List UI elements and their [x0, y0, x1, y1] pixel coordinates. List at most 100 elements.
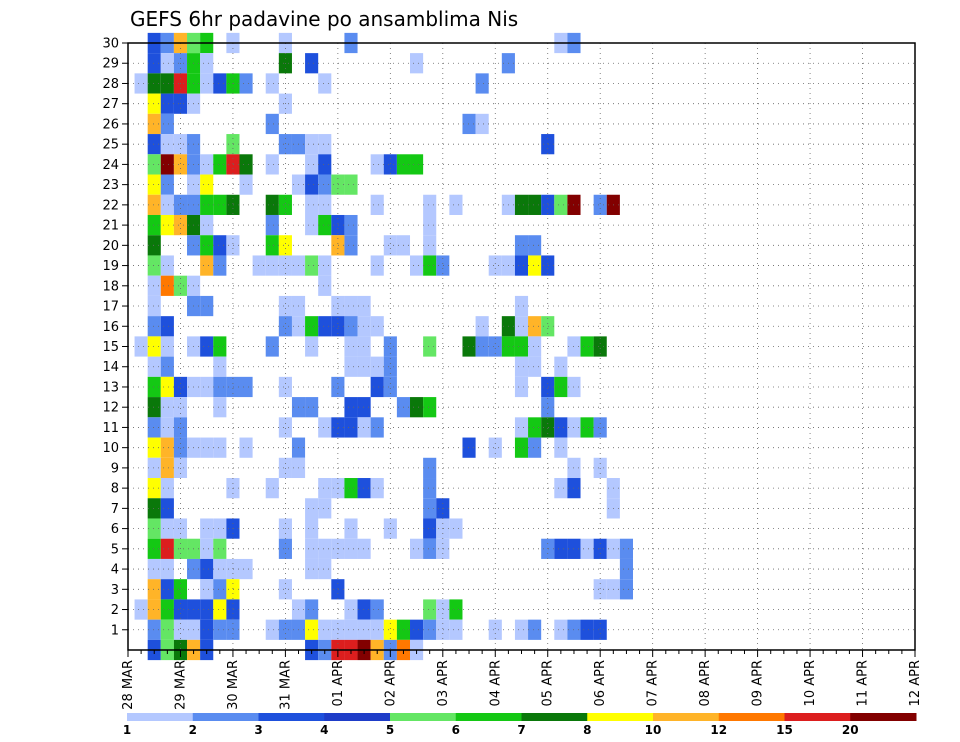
- heatmap-cell: [213, 619, 227, 640]
- heatmap-cell: [226, 599, 240, 620]
- heatmap-cell: [357, 356, 371, 377]
- heatmap-cell: [147, 376, 161, 398]
- heatmap-cell: [514, 437, 529, 458]
- heatmap-cell: [475, 73, 489, 94]
- heatmap-cell: [514, 356, 529, 377]
- heatmap-cell: [213, 255, 227, 276]
- heatmap-cell: [619, 538, 633, 559]
- heatmap-cell: [173, 457, 188, 479]
- x-tick-label: 10 APR: [803, 660, 818, 706]
- heatmap-cell: [370, 255, 384, 276]
- heatmap-cell: [593, 619, 607, 640]
- heatmap-cell: [383, 619, 397, 640]
- y-tick-label: 23: [102, 178, 119, 193]
- heatmap-cell: [410, 255, 424, 276]
- heatmap-cell: [593, 457, 607, 479]
- heatmap-cell: [173, 275, 188, 296]
- legend-swatch: [850, 713, 917, 721]
- y-tick-label: 25: [102, 138, 119, 153]
- heatmap-cell: [541, 316, 555, 337]
- heatmap-cell: [331, 174, 345, 195]
- heatmap-cell: [160, 457, 174, 479]
- heatmap-cell: [252, 255, 266, 276]
- heatmap-cell: [200, 538, 214, 559]
- heatmap-cell: [147, 437, 161, 458]
- heatmap-cell: [331, 235, 345, 256]
- heatmap-cell: [278, 255, 292, 276]
- heatmap-cell: [173, 619, 188, 640]
- heatmap-cell: [514, 376, 529, 398]
- heatmap-cell: [528, 316, 542, 337]
- heatmap-cell: [265, 214, 279, 236]
- heatmap-cell: [213, 235, 227, 256]
- heatmap-cell: [147, 235, 161, 256]
- heatmap-cell: [147, 73, 161, 94]
- legend-label: 1: [123, 723, 131, 737]
- heatmap-cell: [173, 154, 188, 175]
- heatmap-cell: [200, 619, 214, 640]
- heatmap-cell: [134, 73, 148, 94]
- heatmap-cell: [265, 73, 279, 94]
- heatmap-cell: [423, 336, 437, 357]
- y-tick-label: 4: [111, 563, 119, 578]
- heatmap-cell: [134, 336, 148, 357]
- x-tick-label: 01 APR: [331, 660, 346, 706]
- y-tick-label: 3: [111, 583, 119, 598]
- heatmap-cell: [213, 518, 227, 539]
- heatmap-cell: [160, 498, 174, 519]
- heatmap-cell: [344, 316, 358, 337]
- heatmap-cell: [213, 599, 227, 620]
- heatmap-cell: [410, 538, 424, 559]
- legend-label: 5: [386, 723, 394, 737]
- heatmap-cell: [370, 599, 384, 620]
- heatmap-cell: [213, 73, 227, 94]
- y-tick-label: 10: [102, 441, 119, 456]
- heatmap-cell: [423, 498, 437, 519]
- heatmap-cell: [580, 417, 594, 438]
- heatmap-cell: [200, 336, 214, 357]
- heatmap-cell: [357, 478, 371, 499]
- heatmap-cell: [160, 154, 174, 175]
- heatmap-cell: [226, 619, 240, 640]
- heatmap-cell: [318, 275, 332, 296]
- heatmap-cell: [200, 376, 214, 398]
- heatmap-cell: [147, 457, 161, 479]
- heatmap-cell: [318, 498, 332, 519]
- heatmap-cell: [278, 295, 292, 317]
- heatmap-cell: [423, 619, 437, 640]
- heatmap-cell: [514, 235, 529, 256]
- heatmap-cell: [213, 558, 227, 580]
- heatmap-cell: [528, 417, 542, 438]
- y-tick-label: 8: [111, 482, 119, 497]
- heatmap-cell: [331, 295, 345, 317]
- legend-label: 10: [645, 723, 662, 737]
- heatmap-cell: [331, 579, 345, 600]
- legend-swatch: [587, 713, 654, 721]
- heatmap-cell: [305, 316, 319, 337]
- y-tick-label: 20: [102, 239, 119, 254]
- heatmap-cell: [344, 518, 358, 539]
- heatmap-cell: [173, 437, 188, 458]
- heatmap-cell: [200, 194, 214, 215]
- heatmap-cell: [331, 619, 345, 640]
- heatmap-cell: [410, 53, 424, 74]
- heatmap-cell: [488, 437, 502, 458]
- legend-label: 4: [320, 723, 328, 737]
- heatmap-cell: [173, 134, 188, 155]
- heatmap-cell: [305, 397, 319, 418]
- heatmap-cell: [278, 194, 292, 215]
- heatmap-cell: [528, 235, 542, 256]
- legend-swatch: [324, 713, 391, 721]
- heatmap-cell: [160, 478, 174, 499]
- heatmap-cell: [528, 336, 542, 357]
- y-tick-label: 24: [102, 158, 119, 173]
- grid-lines: [128, 43, 915, 650]
- heatmap-cell: [213, 154, 227, 175]
- x-tick-label: 31 MAR: [278, 660, 293, 710]
- heatmap-cell: [436, 255, 450, 276]
- heatmap-cell: [593, 194, 607, 215]
- heatmap-cell: [226, 134, 240, 155]
- heatmap-cell: [475, 316, 489, 337]
- legend-label: 6: [452, 723, 460, 737]
